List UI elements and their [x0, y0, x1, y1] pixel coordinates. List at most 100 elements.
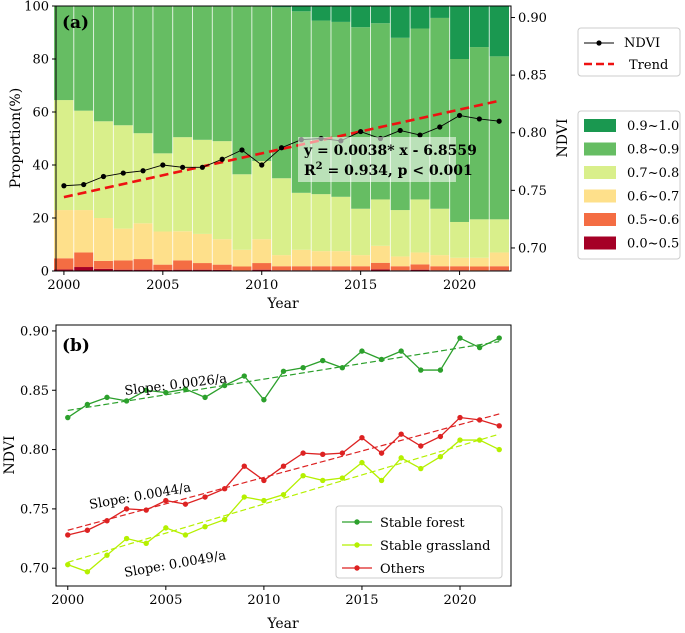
point-Stable forest-2013 — [320, 357, 326, 364]
bar-2014-0.5~0.6 — [330, 266, 351, 271]
bar-2012-0.5~0.6 — [291, 266, 312, 271]
point-Stable forest-2015 — [359, 348, 365, 354]
r2-text: R2 = 0.934, p < 0.001 — [304, 161, 473, 179]
bar-2001-0.0~0.5 — [73, 267, 94, 271]
panel-a-right-ylabel: NDVI — [555, 119, 571, 158]
legend-others-marker — [354, 565, 360, 571]
point-Stable forest-2022 — [496, 335, 502, 341]
bar-2020-0.9~1.0 — [449, 6, 470, 59]
bar-2001-0.8~0.9 — [73, 6, 94, 111]
bar-2016-0.6~0.7 — [370, 245, 391, 263]
tick-label-x: 2020 — [443, 278, 476, 293]
point-Stable forest-2012 — [300, 365, 306, 371]
point-Stable grassland-2001 — [84, 569, 91, 575]
bar-2004-0.6~0.7 — [133, 223, 153, 260]
panel-b-ylabel: NDVI — [2, 436, 18, 475]
legend-class-label: 0.7~0.8 — [627, 166, 679, 181]
bar-2006-0.0~0.5 — [172, 269, 193, 271]
ndvi-point-2019 — [437, 124, 443, 130]
legend-trend-label: Trend — [629, 58, 668, 73]
point-Others-2016 — [378, 450, 385, 456]
bar-2000-0.6~0.7 — [54, 210, 74, 259]
bar-2008-0.7~0.8 — [212, 141, 233, 240]
point-Others-2005 — [163, 497, 169, 504]
bar-2011-0.9~1.0 — [271, 6, 292, 8]
bar-2004-0.5~0.6 — [133, 259, 153, 270]
point-Stable forest-2011 — [280, 368, 287, 374]
point-Stable grassland-2014 — [339, 475, 346, 481]
bar-2015-0.7~0.8 — [350, 208, 371, 256]
ndvi-point-2003 — [120, 170, 126, 176]
bar-2006-0.5~0.6 — [172, 260, 193, 270]
point-Others-2012 — [300, 450, 306, 456]
bar-2014-0.9~1.0 — [330, 6, 351, 22]
tick-label-y: 20 — [32, 212, 49, 227]
point-Stable grassland-2018 — [418, 465, 424, 472]
bar-2013-0.6~0.7 — [311, 251, 331, 267]
panel-b-series-lines — [65, 335, 502, 575]
ndvi-point-2017 — [397, 127, 403, 134]
bar-2020-0.7~0.8 — [449, 221, 470, 258]
bar-2021-0.7~0.8 — [469, 219, 490, 258]
point-Others-2001 — [84, 527, 91, 533]
point-Stable forest-2008 — [221, 382, 228, 389]
bar-2009-0.8~0.9 — [232, 6, 252, 175]
legend-class-swatch — [584, 142, 616, 156]
ndvi-point-2005 — [160, 162, 166, 168]
legend-class-label: 0.6~0.7 — [627, 190, 679, 205]
point-Stable grassland-2006 — [182, 532, 189, 538]
bar-2016-0.5~0.6 — [370, 262, 391, 270]
ndvi-point-2001 — [81, 181, 87, 188]
panel-a-y-ticks: 0 20 40 60 80 100 — [24, 0, 56, 280]
bar-2010-0.0~0.5 — [251, 269, 272, 271]
panel-a-bar-gaps — [73, 6, 490, 271]
point-Others-2000 — [65, 532, 71, 538]
point-Others-2002 — [104, 518, 110, 524]
panel-b: 2000 2005 2010 2015 2020 0.70 0.75 0.80 0.85 0.9… — [2, 324, 512, 632]
point-Stable grassland-2000 — [65, 561, 71, 568]
bar-2008-0.5~0.6 — [212, 264, 233, 270]
tick-label-x: 2015 — [345, 593, 378, 608]
legend-grassland-label: Stable grassland — [380, 539, 490, 554]
bar-2000-0.5~0.6 — [54, 258, 74, 270]
point-Others-2015 — [359, 435, 365, 441]
bar-2005-0.6~0.7 — [152, 231, 173, 265]
legend-class-label: 0.9~1.0 — [627, 119, 679, 134]
point-Stable forest-2006 — [182, 386, 189, 392]
tick-label-x: 2015 — [344, 278, 377, 293]
point-Stable forest-2000 — [65, 414, 71, 421]
bar-2002-0.7~0.8 — [93, 121, 114, 218]
legend-class-label: 0.5~0.6 — [627, 213, 679, 228]
ndvi-point-2007 — [199, 164, 205, 170]
point-Stable forest-2005 — [163, 389, 169, 396]
bar-2007-0.7~0.8 — [192, 139, 213, 234]
ndvi-point-2009 — [239, 147, 245, 153]
bar-2000-0.8~0.9 — [54, 6, 74, 101]
bar-2022-0.5~0.6 — [489, 266, 510, 271]
legend-class-swatch — [584, 189, 616, 203]
tick-label-x: 2010 — [245, 278, 278, 293]
bar-2012-0.9~1.0 — [291, 6, 312, 12]
legend-lines: NDVI Trend — [577, 27, 681, 77]
bar-2017-0.9~1.0 — [390, 6, 411, 38]
equation-box — [298, 137, 456, 182]
bar-2022-0.6~0.7 — [489, 252, 510, 267]
bar-2018-0.7~0.8 — [410, 199, 430, 253]
point-Stable forest-2014 — [339, 365, 346, 371]
bar-2001-0.6~0.7 — [73, 210, 94, 253]
point-Stable grassland-2013 — [320, 477, 326, 484]
point-Stable forest-2004 — [143, 387, 149, 393]
tick-label-right: 0.80 — [518, 126, 547, 141]
point-Stable grassland-2003 — [123, 535, 130, 542]
ndvi-point-2010 — [259, 162, 265, 168]
point-Stable grassland-2016 — [378, 477, 385, 484]
ndvi-point-2018 — [417, 132, 423, 138]
bar-2005-0.5~0.6 — [152, 264, 173, 270]
bar-2021-0.9~1.0 — [469, 6, 490, 48]
tick-label-y: 0.70 — [20, 562, 49, 577]
point-Others-2019 — [437, 433, 444, 440]
point-Stable grassland-2020 — [457, 437, 463, 443]
bar-2003-0.8~0.9 — [113, 6, 134, 126]
